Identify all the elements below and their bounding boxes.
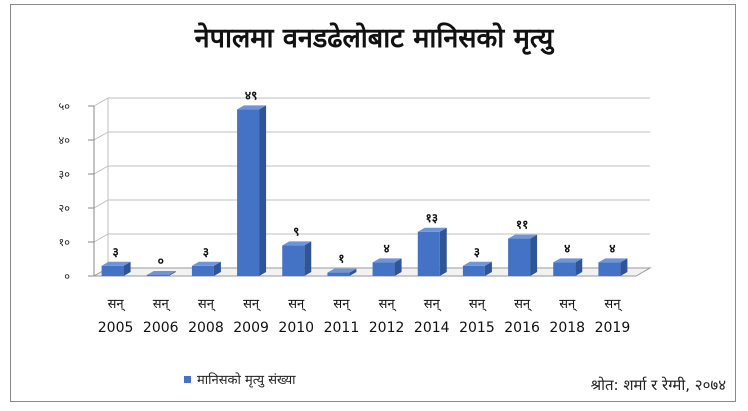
data-label: ३ <box>112 245 118 259</box>
x-tick-prefix: सन् <box>333 297 351 312</box>
x-tick-prefix: सन् <box>514 297 532 312</box>
bar-side <box>394 258 402 276</box>
data-label: ४९ <box>245 88 257 102</box>
data-label: ९ <box>293 224 299 238</box>
x-tick-label: 2018 <box>549 320 585 336</box>
bar-side <box>168 271 176 276</box>
x-tick-label: 2019 <box>595 320 631 336</box>
bar-top <box>372 258 402 263</box>
chart-frame <box>10 4 736 402</box>
bar-top <box>237 105 267 110</box>
x-tick-prefix: सन् <box>604 297 622 312</box>
data-label: ४ <box>383 241 389 255</box>
bar <box>146 275 169 276</box>
gridline-depth <box>93 233 109 243</box>
y-tick-label: ३० <box>59 168 71 181</box>
bar-side <box>484 261 492 276</box>
bar-top <box>146 271 176 275</box>
x-tick-label: 2008 <box>188 320 224 336</box>
bar-side <box>213 261 221 276</box>
y-tick-label: ५० <box>59 100 71 113</box>
legend-swatch <box>184 375 191 383</box>
x-tick-label: 2015 <box>459 320 495 336</box>
gridline-depth <box>93 199 109 209</box>
data-label: ३ <box>474 245 480 259</box>
x-tick-prefix: सन् <box>288 297 306 312</box>
bar-side <box>304 241 312 276</box>
gridline-depth <box>93 165 109 175</box>
bar <box>327 272 350 276</box>
x-tick-label: 2011 <box>324 320 360 336</box>
legend: मानिसको मृत्यु संख्या <box>184 370 296 388</box>
bar-top <box>417 227 447 232</box>
x-tick-prefix: सन् <box>198 297 216 312</box>
bar <box>282 245 305 276</box>
x-tick-prefix: सन् <box>559 297 577 312</box>
x-tick-prefix: सन् <box>379 297 397 312</box>
y-tick-label: ० <box>64 270 70 283</box>
bar <box>462 265 485 276</box>
x-tick-label: 2006 <box>143 320 179 336</box>
gridline-depth <box>93 131 109 141</box>
bar-top <box>101 261 131 266</box>
bar-side <box>620 258 628 276</box>
bar-side <box>575 258 583 276</box>
x-tick-label: 2014 <box>414 320 450 336</box>
y-tick-label: ४० <box>59 134 71 147</box>
bar <box>237 109 260 277</box>
bar-side <box>259 105 267 277</box>
x-tick-prefix: सन् <box>153 297 171 312</box>
bar <box>598 262 621 276</box>
x-tick-label: 2012 <box>369 320 405 336</box>
x-tick-label: 2005 <box>98 320 134 336</box>
data-label: ११ <box>516 218 528 232</box>
bar-top <box>553 258 583 263</box>
y-tick-label: २० <box>59 202 71 215</box>
y-tick-label: १० <box>59 236 71 249</box>
bar-side <box>530 234 538 276</box>
bar-top <box>508 234 538 239</box>
x-tick-prefix: सन् <box>469 297 487 312</box>
bar-top <box>191 261 221 266</box>
gridline-depth <box>93 97 109 107</box>
bar <box>101 265 124 276</box>
x-tick-label: 2016 <box>504 320 540 336</box>
data-label: ४ <box>564 241 570 255</box>
bar-top <box>598 258 628 263</box>
bar-side <box>123 261 131 276</box>
bar <box>508 238 531 276</box>
bar <box>417 231 440 276</box>
bar-side <box>439 227 447 276</box>
x-tick-prefix: सन् <box>424 297 442 312</box>
x-tick-prefix: सन् <box>243 297 261 312</box>
x-tick-prefix: सन् <box>108 297 126 312</box>
x-tick-label: 2010 <box>278 320 314 336</box>
bar-top <box>462 261 492 266</box>
bar <box>191 265 214 276</box>
bar-top <box>327 268 357 273</box>
chart-title: नेपालमा वनडढेलोबाट मानिसको मृत्यु <box>194 23 554 54</box>
bar-side <box>349 268 357 276</box>
data-label: १ <box>338 252 344 266</box>
data-label: १३ <box>426 211 438 225</box>
source-note: श्रोत: शर्मा र रेग्मी, २०७४ <box>590 376 726 394</box>
bar <box>553 262 576 276</box>
legend-label: मानिसको मृत्यु संख्या <box>197 373 296 388</box>
bar-top <box>282 241 312 246</box>
data-label: ४ <box>609 241 615 255</box>
x-tick-label: 2009 <box>233 320 269 336</box>
data-label: ० <box>158 254 164 268</box>
data-label: ३ <box>203 245 209 259</box>
bar <box>372 262 395 276</box>
